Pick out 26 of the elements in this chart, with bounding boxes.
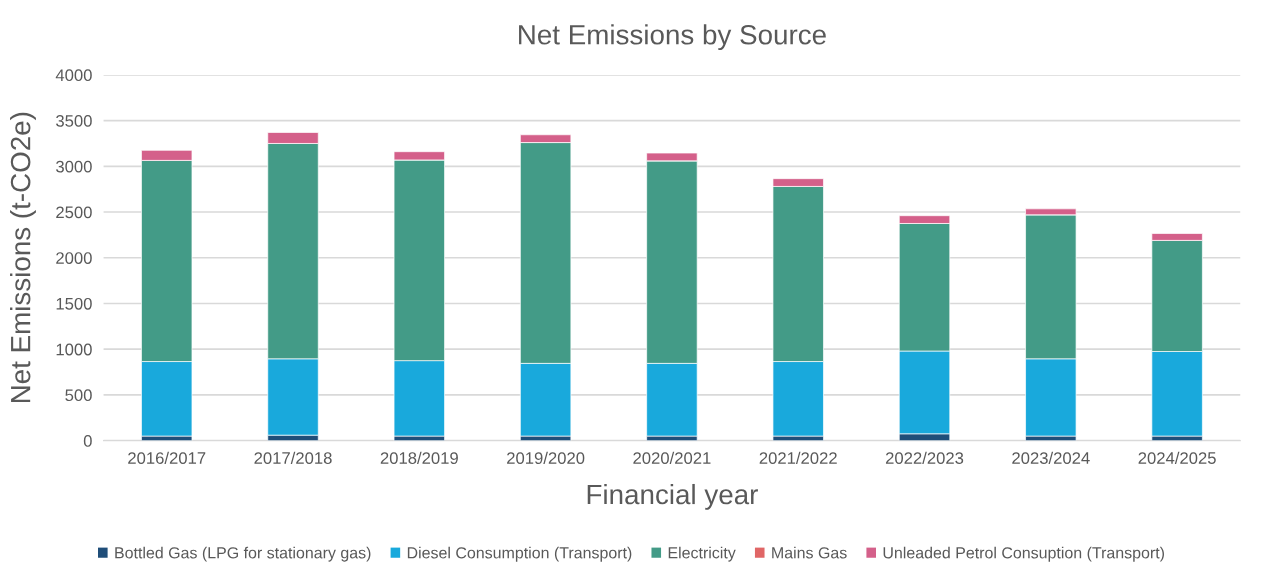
x-tick-label: 2017/2018 (254, 451, 332, 464)
y-axis-title: Net Emissions (t-CO2e) (10, 112, 36, 403)
y-tick-label: 2500 (56, 206, 92, 219)
legend-label: Diesel Consumption (Transport) (407, 546, 632, 562)
y-tick-label: 1500 (56, 297, 92, 310)
x-tick-label: 2021/2022 (759, 451, 837, 464)
legend-label: Mains Gas (772, 546, 847, 559)
y-tick-label: 3000 (56, 160, 92, 173)
y-tick-label: 4000 (55, 69, 92, 82)
y-tick-label: 1000 (56, 343, 92, 356)
y-tick-label: 3500 (56, 115, 92, 127)
y-tick-label: 500 (65, 389, 92, 402)
x-tick-label: 2024/2025 (1138, 451, 1216, 464)
x-tick-label: 2016/2017 (128, 451, 206, 464)
x-tick-label: 2023/2024 (1012, 451, 1090, 464)
chart-title: Net Emissions by Source (519, 24, 826, 51)
legend-label: Electricity (668, 546, 736, 562)
y-tick-label: 2000 (56, 252, 92, 264)
x-axis-title: Financial year (587, 483, 758, 510)
y-tick-label: 0 (83, 435, 92, 447)
x-tick-label: 2022/2023 (885, 451, 964, 464)
legend-label: Unleaded Petrol Consuption (Transport) (883, 546, 1165, 562)
x-tick-label: 2018/2019 (380, 451, 458, 464)
x-tick-label: 2019/2020 (507, 451, 585, 464)
x-tick-label: 2020/2021 (633, 451, 711, 464)
legend-label: Bottled Gas (LPG for stationary gas) (115, 546, 371, 562)
